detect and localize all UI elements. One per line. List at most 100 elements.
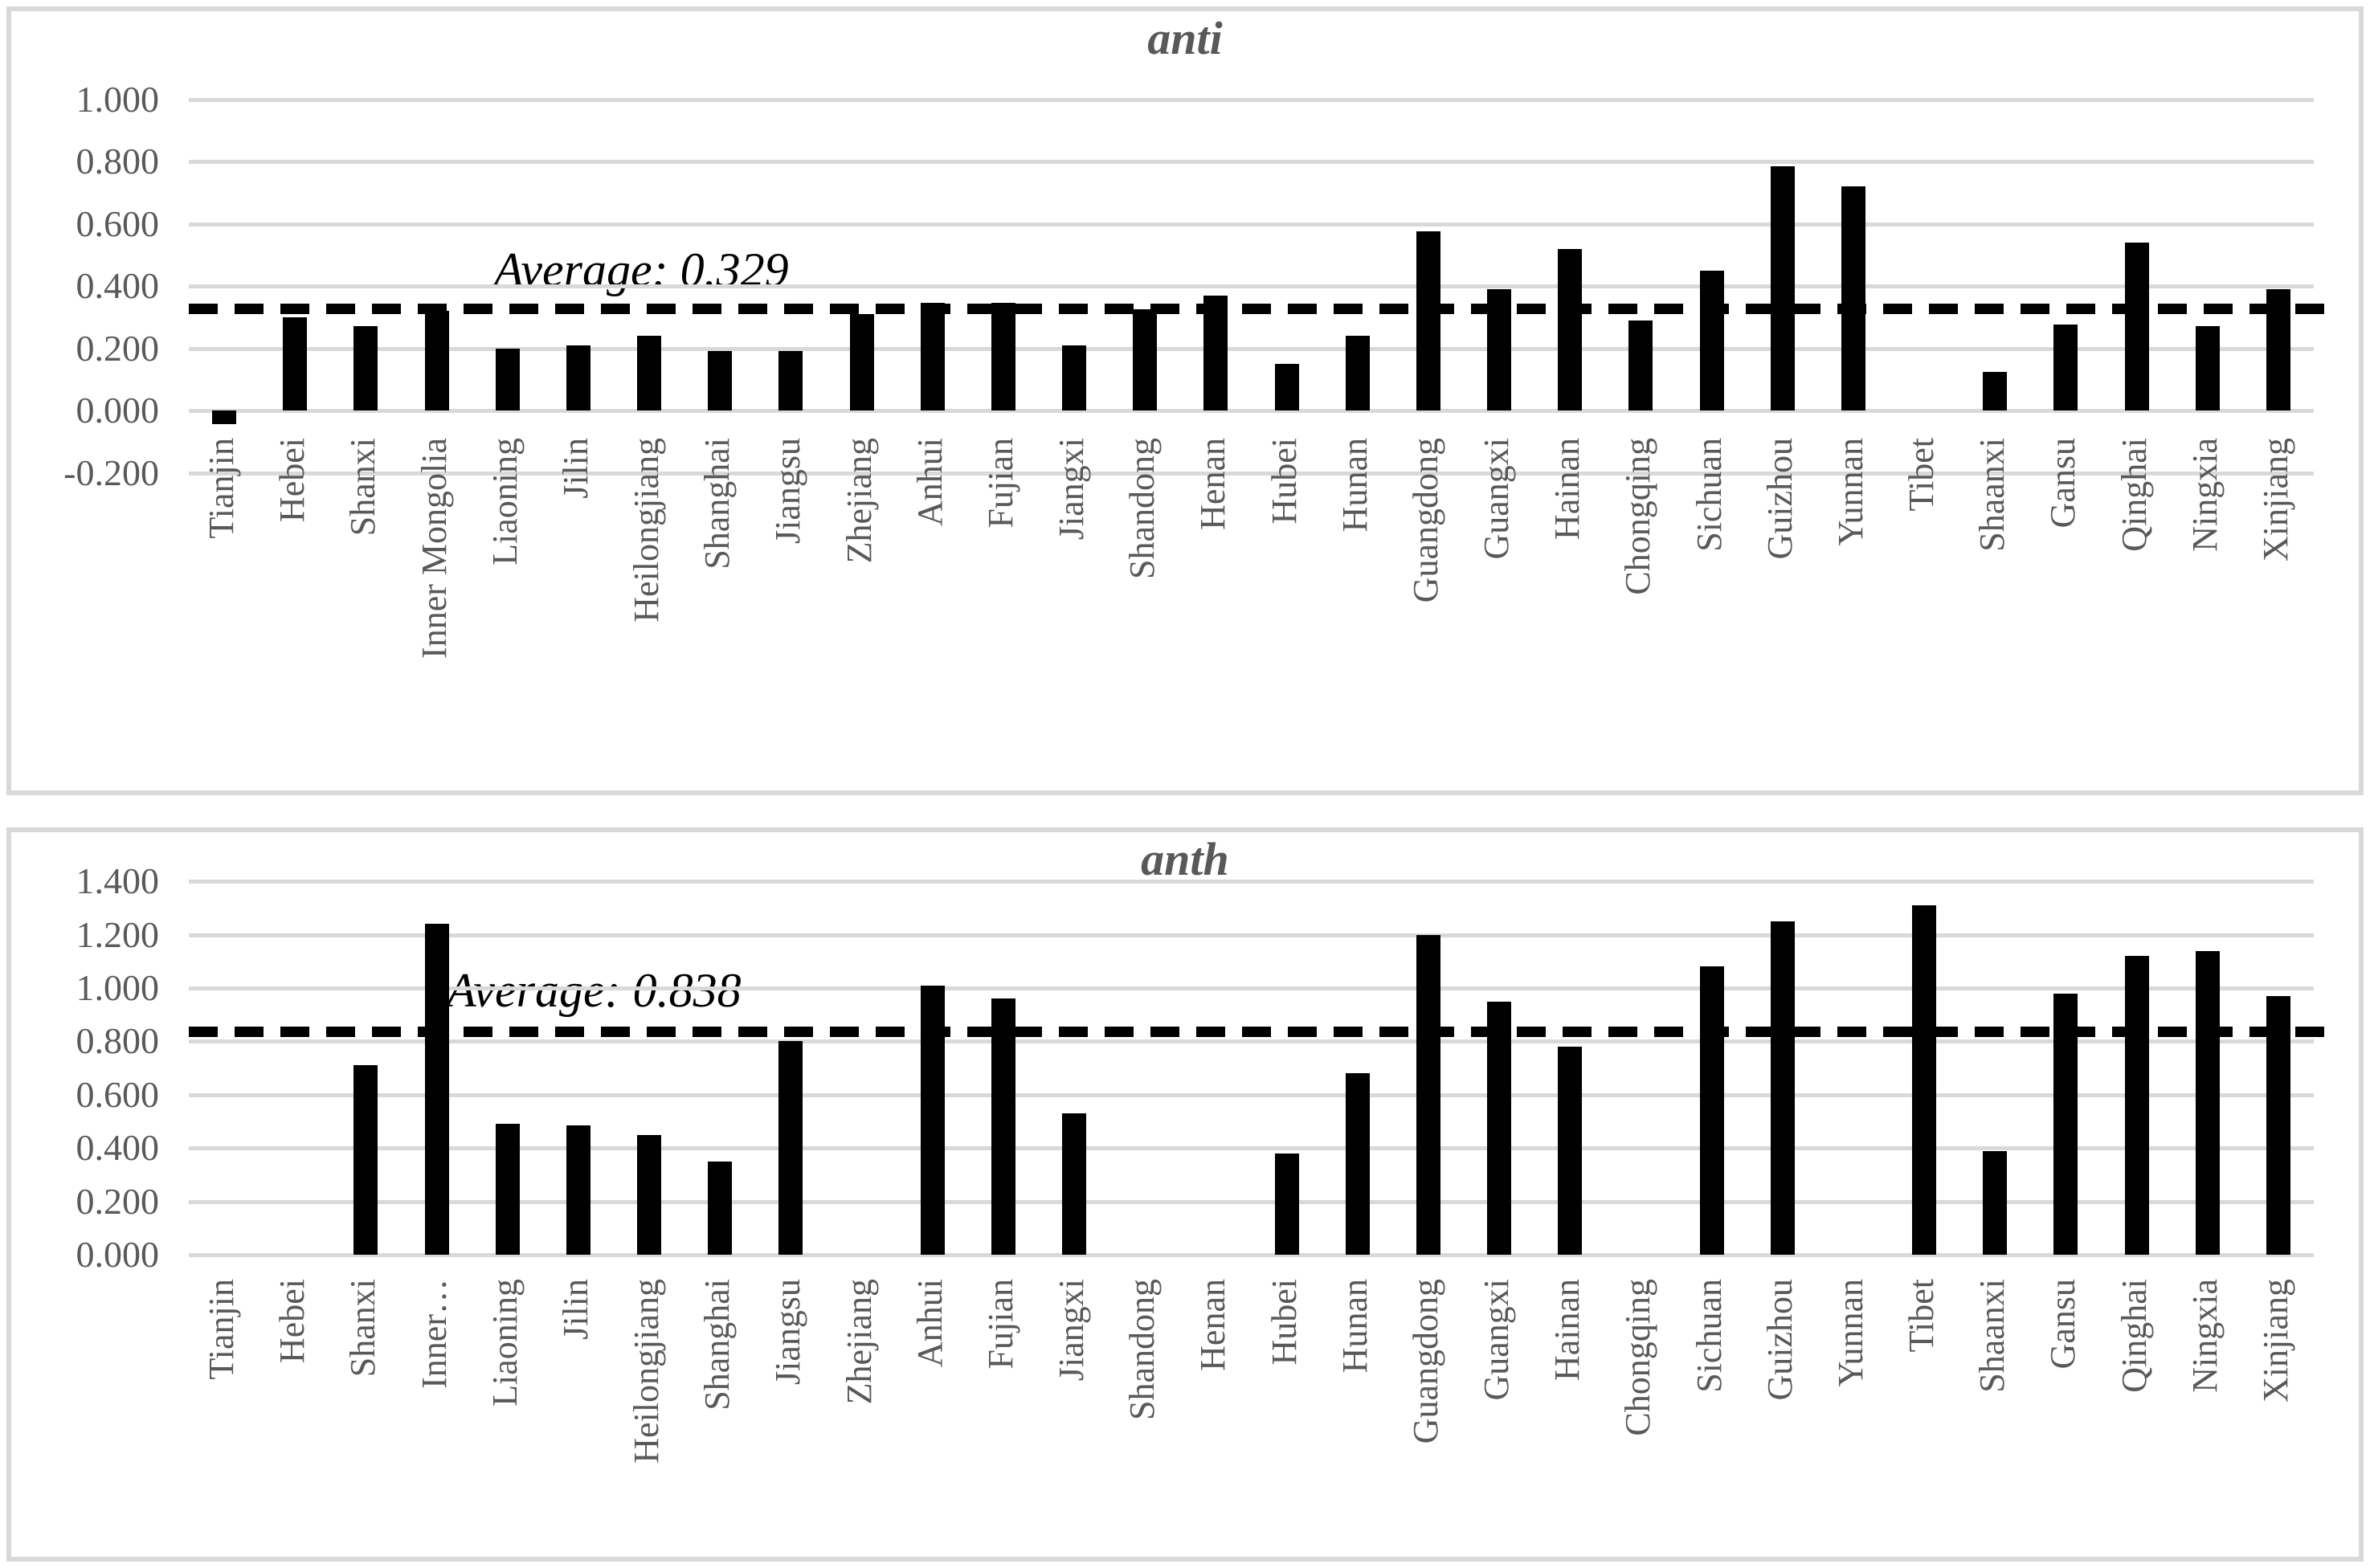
gridline-anti-0.200 [189, 346, 2314, 351]
bar-anth-Tibet [1912, 905, 1937, 1255]
x-label-anth-Shanxi: Shanxi [343, 1279, 383, 1378]
bar-anth-Fujian [991, 998, 1015, 1255]
x-label-anti-Guangxi: Guangxi [1477, 438, 1517, 560]
x-label-anth-Sichuan: Sichuan [1689, 1279, 1729, 1393]
average-annotation-anth: Average: 0.838 [447, 964, 742, 1017]
gridline-anth-1.400 [189, 880, 2314, 884]
gridline-anth-1.200 [189, 933, 2314, 937]
bar-anti-Hubei [1274, 363, 1299, 410]
x-label-anth-Tibet: Tibet [1902, 1279, 1942, 1353]
x-label-anth-Hainan: Hainan [1547, 1279, 1587, 1382]
bar-anti-Shanghai [708, 351, 733, 410]
y-tick-label-anth-0.200: 0.200 [76, 1180, 160, 1222]
gridline-anti--0.200 [189, 471, 2314, 476]
x-label-anti-Shanghai: Shanghai [697, 438, 738, 570]
x-label-anti-Jilin: Jilin [555, 438, 595, 499]
x-label-anth-Liaoning: Liaoning [484, 1279, 525, 1407]
x-label-anth-Jiangsu: Jiangsu [768, 1279, 808, 1385]
bar-anth-Shaanxi [1983, 1150, 2008, 1255]
y-tick-label-anth-1.200: 1.200 [76, 913, 160, 955]
bar-anti-Tianjin [212, 410, 237, 425]
chart-panel-anth [6, 827, 2364, 1562]
bar-anti-Zhejiang [849, 313, 874, 410]
bar-anti-Sichuan [1699, 270, 1724, 410]
x-label-anth-Xinjiang: Xinjiang [2255, 1279, 2295, 1403]
x-label-anth-Chongqing: Chongqing [1618, 1279, 1658, 1436]
x-label-anth-Ningxia: Ningxia [2184, 1279, 2225, 1393]
x-label-anth-Jilin: Jilin [555, 1279, 595, 1340]
x-label-anti-Gansu: Gansu [2043, 438, 2083, 529]
bar-anth-Guizhou [1770, 921, 1795, 1255]
average-line-anth [189, 1026, 2330, 1037]
y-tick-label-anti-0.600: 0.600 [76, 202, 160, 244]
bar-anth-Guangxi [1487, 1001, 1512, 1255]
bar-anth-Shanxi [353, 1065, 378, 1255]
x-label-anti-Shaanxi: Shaanxi [1972, 438, 2012, 552]
x-label-anth-Hebei: Hebei [272, 1279, 313, 1364]
x-label-anti-Fujian: Fujian [980, 438, 1020, 529]
x-label-anth-Hubei: Hubei [1264, 1279, 1304, 1366]
x-label-anti-Tibet: Tibet [1902, 438, 1942, 512]
bar-anth-Heilongjiang [637, 1134, 662, 1255]
x-label-anti-Henan: Henan [1193, 438, 1233, 530]
gridline-anti-0.400 [189, 284, 2314, 288]
bar-anti-Guizhou [1770, 165, 1795, 410]
x-label-anti-Jiangsu: Jiangsu [768, 438, 808, 544]
x-label-anti-Tianjin: Tianjin [202, 438, 242, 539]
x-label-anth-Qinghai: Qinghai [2114, 1279, 2154, 1393]
x-label-anti-Qinghai: Qinghai [2114, 438, 2154, 552]
x-label-anth-Guangxi: Guangxi [1477, 1279, 1517, 1401]
gridline-anti-0.800 [189, 160, 2314, 164]
gridline-anti-0.000 [189, 409, 2314, 413]
x-label-anti-Hainan: Hainan [1547, 438, 1587, 541]
chart-title-anth: anth [1141, 833, 1229, 885]
bar-anth-Inner… [424, 924, 449, 1255]
gridline-anti-1.000 [189, 97, 2314, 102]
x-label-anth-Hunan: Hunan [1334, 1279, 1375, 1374]
x-label-anth-Tianjin: Tianjin [202, 1279, 242, 1380]
bar-anth-Hunan [1345, 1073, 1370, 1255]
chart-panel-anti [6, 6, 2364, 795]
y-tick-label-anti-0.400: 0.400 [76, 265, 160, 306]
x-label-anth-Gansu: Gansu [2043, 1279, 2083, 1370]
x-label-anti-Shandong: Shandong [1122, 438, 1163, 579]
x-label-anth-Shandong: Shandong [1122, 1279, 1163, 1420]
x-label-anth-Yunnan: Yunnan [1830, 1279, 1870, 1387]
bar-anti-Qinghai [2124, 242, 2149, 410]
gridline-anth-0.400 [189, 1146, 2314, 1151]
bar-anth-Ningxia [2195, 950, 2220, 1255]
bar-anti-Guangdong [1416, 231, 1440, 410]
x-label-anti-Jiangxi: Jiangxi [1052, 438, 1092, 541]
y-tick-label-anth-0.000: 0.000 [76, 1234, 160, 1275]
average-annotation-anti: Average: 0.329 [494, 243, 789, 296]
average-line-anti [189, 303, 2330, 314]
x-label-anth-Henan: Henan [1193, 1279, 1233, 1371]
bar-anti-Henan [1203, 295, 1228, 410]
x-label-anti-Chongqing: Chongqing [1618, 438, 1658, 595]
bar-anti-Jiangxi [1062, 345, 1087, 410]
bar-anth-Hainan [1558, 1047, 1583, 1255]
x-label-anth-Anhui: Anhui [909, 1279, 950, 1367]
y-tick-label-anti-1.000: 1.000 [76, 78, 160, 120]
gridline-anth-0.600 [189, 1092, 2314, 1097]
x-label-anth-Guangdong: Guangdong [1405, 1279, 1445, 1444]
x-label-anth-Fujian: Fujian [980, 1279, 1020, 1370]
x-label-anti-Zhejiang: Zhejiang [839, 438, 879, 564]
x-label-anti-Ningxia: Ningxia [2184, 438, 2225, 552]
bar-anth-Sichuan [1699, 966, 1724, 1255]
bar-anti-Jilin [566, 345, 590, 410]
bar-anth-Jilin [566, 1125, 590, 1255]
bar-anti-Hainan [1558, 248, 1583, 410]
x-label-anth-Shanghai: Shanghai [697, 1279, 738, 1411]
bar-anth-Jiangsu [778, 1041, 803, 1255]
bar-anth-Jiangxi [1062, 1113, 1087, 1255]
gridline-anth-0.200 [189, 1199, 2314, 1204]
y-tick-label-anti-0.800: 0.800 [76, 141, 160, 182]
x-label-anth-Jiangxi: Jiangxi [1052, 1279, 1092, 1382]
bar-anti-Jiangsu [778, 351, 803, 410]
y-tick-label-anth-0.800: 0.800 [76, 1020, 160, 1062]
x-label-anth-Inner…: Inner… [414, 1279, 454, 1389]
x-label-anti-Guizhou: Guizhou [1759, 438, 1800, 560]
x-label-anti-Hunan: Hunan [1334, 438, 1375, 533]
x-label-anti-Hubei: Hubei [1264, 438, 1304, 525]
